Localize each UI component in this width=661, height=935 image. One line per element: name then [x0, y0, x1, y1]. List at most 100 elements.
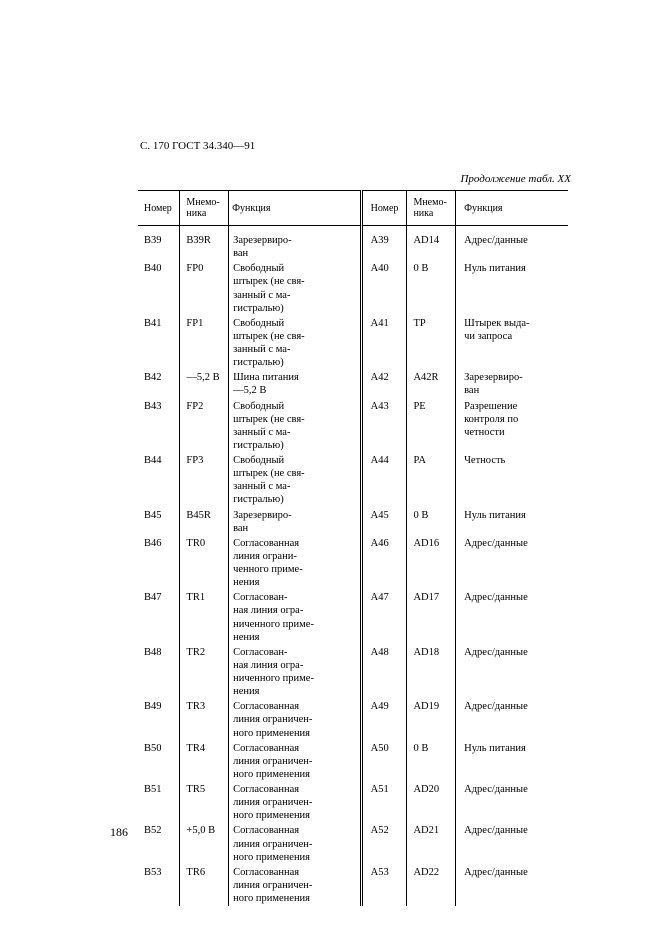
cell-function-right: Штырек выда- чи запроса: [456, 316, 568, 371]
cell-function-right: Нуль питания: [456, 261, 568, 316]
cell-number-left: B42: [138, 370, 180, 398]
cell-mnemonic-left: +5,0 В: [180, 823, 229, 864]
cell-number-right: A53: [361, 865, 407, 906]
cell-function-left: Согласованная линия ограни- ченного прим…: [229, 536, 362, 591]
cell-mnemonic-right: PA: [407, 453, 456, 508]
table-row: B40FP0 Свободный штырек (не свя- занный …: [138, 261, 568, 316]
cell-number-left: B53: [138, 865, 180, 906]
cell-function-left: Согласованная линия ограничен- ного прим…: [229, 782, 362, 823]
table-row: B49TR3 Согласованная линия ограничен- но…: [138, 699, 568, 740]
cell-function-left: Зарезервиро- ван: [229, 508, 362, 536]
cell-function-left: Свободный штырек (не свя- занный с ма- г…: [229, 399, 362, 454]
cell-mnemonic-left: B45R: [180, 508, 229, 536]
table-row: B42—5,2 В Шина питания —5,2 ВA42A42R Зар…: [138, 370, 568, 398]
table-row: B48TR2 Согласован- ная линия огра- ничен…: [138, 645, 568, 700]
cell-function-left: Шина питания —5,2 В: [229, 370, 362, 398]
table-row: B45B45R Зарезервиро- ванA450 ВНуль питан…: [138, 508, 568, 536]
cell-mnemonic-right: 0 В: [407, 508, 456, 536]
col-header-mnemonic-left: Мнемо- ника: [180, 191, 229, 226]
cell-mnemonic-right: PE: [407, 399, 456, 454]
table-continuation-caption: Продолжение табл. XX: [460, 173, 571, 185]
cell-function-right: Разрешение контроля по четности: [456, 399, 568, 454]
col-header-function-right: Функция: [456, 191, 568, 226]
cell-function-right: Адрес/данные: [456, 590, 568, 645]
cell-number-right: A51: [361, 782, 407, 823]
cell-function-left: Зарезервиро- ван: [229, 226, 362, 262]
cell-function-right: Нуль питания: [456, 508, 568, 536]
cell-mnemonic-left: —5,2 В: [180, 370, 229, 398]
cell-function-right: Четность: [456, 453, 568, 508]
cell-number-left: B48: [138, 645, 180, 700]
cell-function-left: Свободный штырек (не свя- занный с ма- г…: [229, 261, 362, 316]
table-row: B53TR6 Согласованная линия ограничен- но…: [138, 865, 568, 906]
page-header: С. 170 ГОСТ 34.340—91: [140, 140, 255, 152]
cell-number-left: B49: [138, 699, 180, 740]
cell-number-left: B51: [138, 782, 180, 823]
cell-mnemonic-left: FP1: [180, 316, 229, 371]
cell-mnemonic-left: FP0: [180, 261, 229, 316]
cell-function-left: Согласованная линия ограничен- ного прим…: [229, 823, 362, 864]
cell-mnemonic-left: TR0: [180, 536, 229, 591]
cell-mnemonic-left: FP3: [180, 453, 229, 508]
cell-function-right: Адрес/данные: [456, 645, 568, 700]
cell-number-right: A49: [361, 699, 407, 740]
cell-function-left: Согласован- ная линия огра- ниченного пр…: [229, 590, 362, 645]
pinout-table: Номер Мнемо- ника Функция Номер Мнемо- н…: [138, 190, 568, 906]
cell-number-right: A39: [361, 226, 407, 262]
table-row: B39B39R Зарезервиро- ванA39AD14Адрес/дан…: [138, 226, 568, 262]
cell-mnemonic-right: AD21: [407, 823, 456, 864]
table-row: B44FP3 Свободный штырек (не свя- занный …: [138, 453, 568, 508]
cell-number-right: A48: [361, 645, 407, 700]
cell-mnemonic-right: AD20: [407, 782, 456, 823]
cell-number-right: A40: [361, 261, 407, 316]
cell-number-left: B52: [138, 823, 180, 864]
cell-mnemonic-left: TR2: [180, 645, 229, 700]
cell-function-right: Зарезервиро- ван: [456, 370, 568, 398]
cell-mnemonic-right: AD17: [407, 590, 456, 645]
cell-number-left: B43: [138, 399, 180, 454]
table-row: B46TR0 Согласованная линия ограни- ченно…: [138, 536, 568, 591]
cell-mnemonic-right: AD16: [407, 536, 456, 591]
cell-function-right: Адрес/данные: [456, 782, 568, 823]
col-header-number-left: Номер: [138, 191, 180, 226]
cell-mnemonic-left: TR6: [180, 865, 229, 906]
table-body: B39B39R Зарезервиро- ванA39AD14Адрес/дан…: [138, 226, 568, 907]
cell-function-left: Согласован- ная линия огра- ниченного пр…: [229, 645, 362, 700]
cell-mnemonic-right: 0 В: [407, 261, 456, 316]
table-header-row: Номер Мнемо- ника Функция Номер Мнемо- н…: [138, 191, 568, 226]
cell-mnemonic-left: TR3: [180, 699, 229, 740]
cell-mnemonic-right: AD18: [407, 645, 456, 700]
cell-number-left: B40: [138, 261, 180, 316]
cell-mnemonic-left: B39R: [180, 226, 229, 262]
cell-number-left: B50: [138, 741, 180, 782]
cell-mnemonic-right: TP: [407, 316, 456, 371]
cell-function-left: Согласованная линия ограничен- ного прим…: [229, 865, 362, 906]
cell-mnemonic-right: A42R: [407, 370, 456, 398]
cell-number-right: A47: [361, 590, 407, 645]
cell-number-right: A44: [361, 453, 407, 508]
cell-mnemonic-left: FP2: [180, 399, 229, 454]
cell-number-left: B44: [138, 453, 180, 508]
cell-function-right: Адрес/данные: [456, 699, 568, 740]
table-row: B50TR4 Согласованная линия ограничен- но…: [138, 741, 568, 782]
table-row: B52+5,0 В Согласованная линия ограничен-…: [138, 823, 568, 864]
cell-function-right: Адрес/данные: [456, 226, 568, 262]
cell-number-left: B39: [138, 226, 180, 262]
cell-number-right: A52: [361, 823, 407, 864]
pinout-table-container: Номер Мнемо- ника Функция Номер Мнемо- н…: [138, 190, 568, 906]
cell-function-right: Адрес/данные: [456, 823, 568, 864]
table-row: B43FP2 Свободный штырек (не свя- занный …: [138, 399, 568, 454]
table-row: B47TR1 Согласован- ная линия огра- ничен…: [138, 590, 568, 645]
cell-function-right: Адрес/данные: [456, 536, 568, 591]
cell-mnemonic-right: AD14: [407, 226, 456, 262]
cell-mnemonic-left: TR4: [180, 741, 229, 782]
cell-number-left: B41: [138, 316, 180, 371]
table-row: B51TR5 Согласованная линия ограничен- но…: [138, 782, 568, 823]
cell-function-left: Согласованная линия ограничен- ного прим…: [229, 741, 362, 782]
cell-function-right: Адрес/данные: [456, 865, 568, 906]
cell-function-left: Свободный штырек (не свя- занный с ма- г…: [229, 453, 362, 508]
cell-function-left: Согласованная линия ограничен- ного прим…: [229, 699, 362, 740]
col-header-number-right: Номер: [361, 191, 407, 226]
cell-number-right: A41: [361, 316, 407, 371]
cell-number-right: A46: [361, 536, 407, 591]
